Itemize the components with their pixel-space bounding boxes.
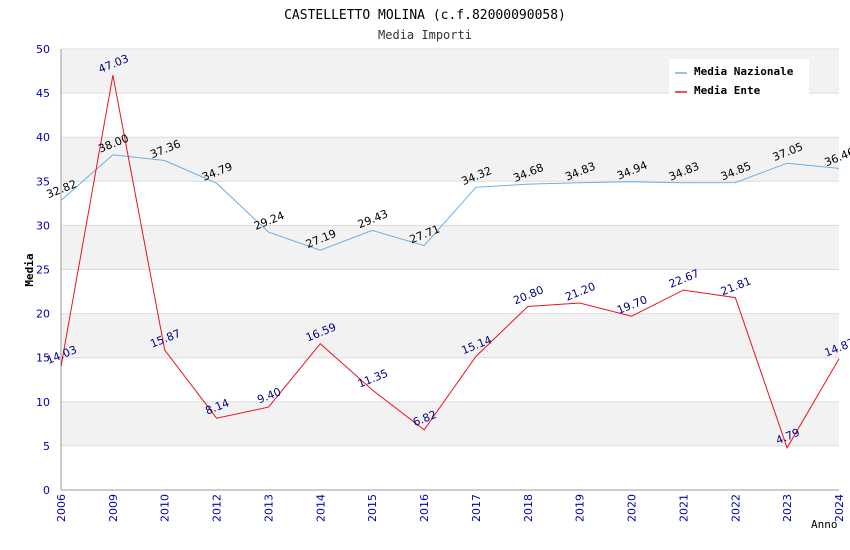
legend-label-media-nazionale: Media Nazionale — [694, 65, 794, 78]
y-tick-label: 30 — [36, 219, 50, 232]
y-tick-label: 0 — [43, 484, 50, 497]
legend-label-media-ente: Media Ente — [694, 84, 761, 97]
y-tick-label: 20 — [36, 308, 50, 321]
legend: Media Nazionale Media Ente — [669, 59, 809, 97]
x-tick-label: 2009 — [107, 494, 120, 522]
legend-box — [669, 59, 809, 97]
x-tick-label: 2014 — [314, 494, 327, 522]
x-tick-label: 2015 — [366, 494, 379, 522]
series-lines — [60, 75, 840, 449]
data-label: 11.35 — [356, 367, 390, 391]
series-line-media-nazionale — [60, 154, 840, 251]
y-tick-label: 50 — [36, 43, 50, 56]
chart-title: CASTELLETTO MOLINA (c.f.82000090058) — [284, 8, 566, 23]
x-tick-label: 2019 — [574, 494, 587, 522]
axes — [60, 49, 839, 491]
x-tick-label: 2024 — [833, 494, 846, 522]
x-tick-label: 2017 — [470, 494, 483, 522]
data-label: 22.67 — [667, 267, 701, 291]
x-tick-labels: 2006 2009 2010 2012 2013 2014 2015 2016 2017 2018… — [55, 494, 846, 522]
x-tick-label: 2010 — [159, 494, 172, 522]
y-axis-label: Media — [23, 253, 36, 286]
y-tick-label: 45 — [36, 87, 50, 100]
grid-band — [61, 401, 839, 446]
x-tick-label: 2020 — [626, 494, 639, 522]
y-tick-labels: 0 5 10 15 20 25 30 35 40 45 50 — [36, 43, 50, 497]
x-tick-label: 2013 — [262, 494, 275, 522]
grid-lines — [61, 48, 839, 491]
x-tick-label: 2022 — [729, 494, 742, 522]
x-tick-label: 2016 — [418, 494, 431, 522]
grid-band — [61, 137, 839, 182]
data-label: 21.81 — [719, 274, 753, 298]
x-tick-label: 2012 — [211, 494, 224, 522]
x-tick-label: 2021 — [677, 494, 690, 522]
chart-subtitle: Media Importi — [378, 28, 472, 42]
x-tick-label: 2023 — [781, 494, 794, 522]
x-tick-label: 2018 — [522, 494, 535, 522]
data-label: 20.80 — [511, 283, 545, 307]
y-tick-label: 40 — [36, 131, 50, 144]
data-label: 21.20 — [563, 280, 597, 304]
x-tick-label: 2006 — [55, 494, 68, 522]
grid-bands — [61, 49, 839, 446]
grid-band — [61, 225, 839, 270]
x-axis-label: Anno — [811, 518, 838, 531]
series-line-media-ente — [60, 75, 840, 449]
y-tick-label: 15 — [36, 352, 50, 365]
y-tick-label: 35 — [36, 175, 50, 188]
grid-band — [61, 313, 839, 358]
y-tick-label: 25 — [36, 264, 50, 277]
y-tick-label: 10 — [36, 396, 50, 409]
y-tick-label: 5 — [43, 440, 50, 453]
